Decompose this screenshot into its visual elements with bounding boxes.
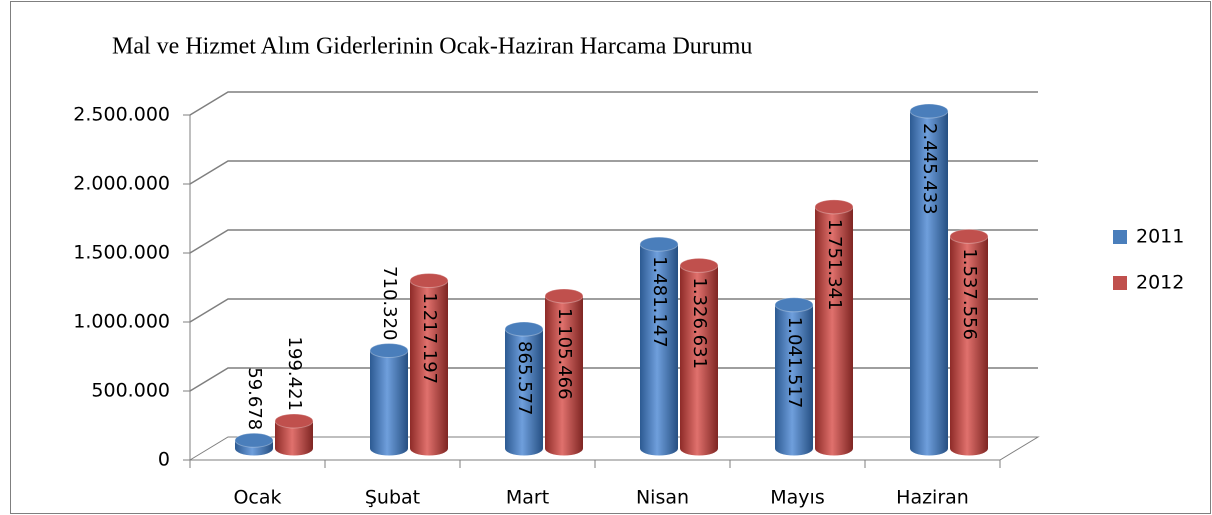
legend-swatch <box>1113 230 1127 244</box>
legend-swatch <box>1113 276 1127 290</box>
grid-line <box>189 91 1038 116</box>
value-label: 710.320 <box>379 266 400 340</box>
y-tick-label: 2.500.000 <box>73 104 170 126</box>
bar <box>910 111 948 456</box>
y-tick-label: 1.500.000 <box>73 242 170 264</box>
value-label: 1.041.517 <box>784 317 805 409</box>
grid-line <box>189 298 1038 323</box>
chart-title: Mal ve Hizmet Alım Giderlerinin Ocak-Haz… <box>112 34 752 60</box>
value-label: 199.421 <box>284 337 305 411</box>
grid-line <box>189 160 1038 185</box>
legend-label: 2012 <box>1136 272 1184 294</box>
bar-top <box>409 273 449 289</box>
bar <box>815 206 853 456</box>
value-label: 1.217.197 <box>419 293 440 385</box>
value-label: 2.445.433 <box>919 123 940 215</box>
value-label: 1.105.466 <box>554 308 575 400</box>
bar-top <box>679 257 719 273</box>
bar-top <box>504 321 544 337</box>
value-label: 1.751.341 <box>824 219 845 311</box>
bar-top <box>274 413 314 429</box>
x-tick-label: Nisan <box>636 487 689 509</box>
bar-top <box>639 236 679 252</box>
y-tick-label: 500.000 <box>91 380 170 402</box>
legend-label: 2011 <box>1136 226 1184 248</box>
grid-line <box>189 229 1038 254</box>
value-label: 59.678 <box>244 367 265 430</box>
x-tick-label: Ocak <box>233 487 281 509</box>
bar <box>680 265 718 456</box>
bar-top <box>909 103 949 119</box>
value-label: 865.577 <box>514 341 535 415</box>
bar <box>640 244 678 456</box>
bar-top <box>814 199 854 215</box>
y-tick-label: 2.000.000 <box>73 173 170 195</box>
bar <box>775 304 813 456</box>
x-tick-label: Mart <box>506 487 549 509</box>
value-label: 1.326.631 <box>689 277 710 369</box>
x-tick-label: Şubat <box>365 487 420 509</box>
value-label: 1.537.556 <box>959 248 980 340</box>
y-tick-label: 0 <box>158 449 170 471</box>
bar <box>545 295 583 456</box>
grid-line <box>189 367 1038 392</box>
bar-top <box>369 342 409 358</box>
x-tick-label: Haziran <box>896 487 969 509</box>
y-tick-label: 1.000.000 <box>73 311 170 333</box>
value-label: 1.481.147 <box>649 256 670 348</box>
bar-top <box>949 228 989 244</box>
bar-top <box>234 432 274 448</box>
bar <box>505 329 543 456</box>
bar-top <box>544 288 584 304</box>
x-tick-label: Mayıs <box>770 487 824 509</box>
bar <box>950 236 988 456</box>
bar <box>275 420 313 456</box>
bar <box>410 280 448 456</box>
chart-border <box>10 1 1211 514</box>
bar-top <box>774 297 814 313</box>
bar <box>370 350 408 456</box>
